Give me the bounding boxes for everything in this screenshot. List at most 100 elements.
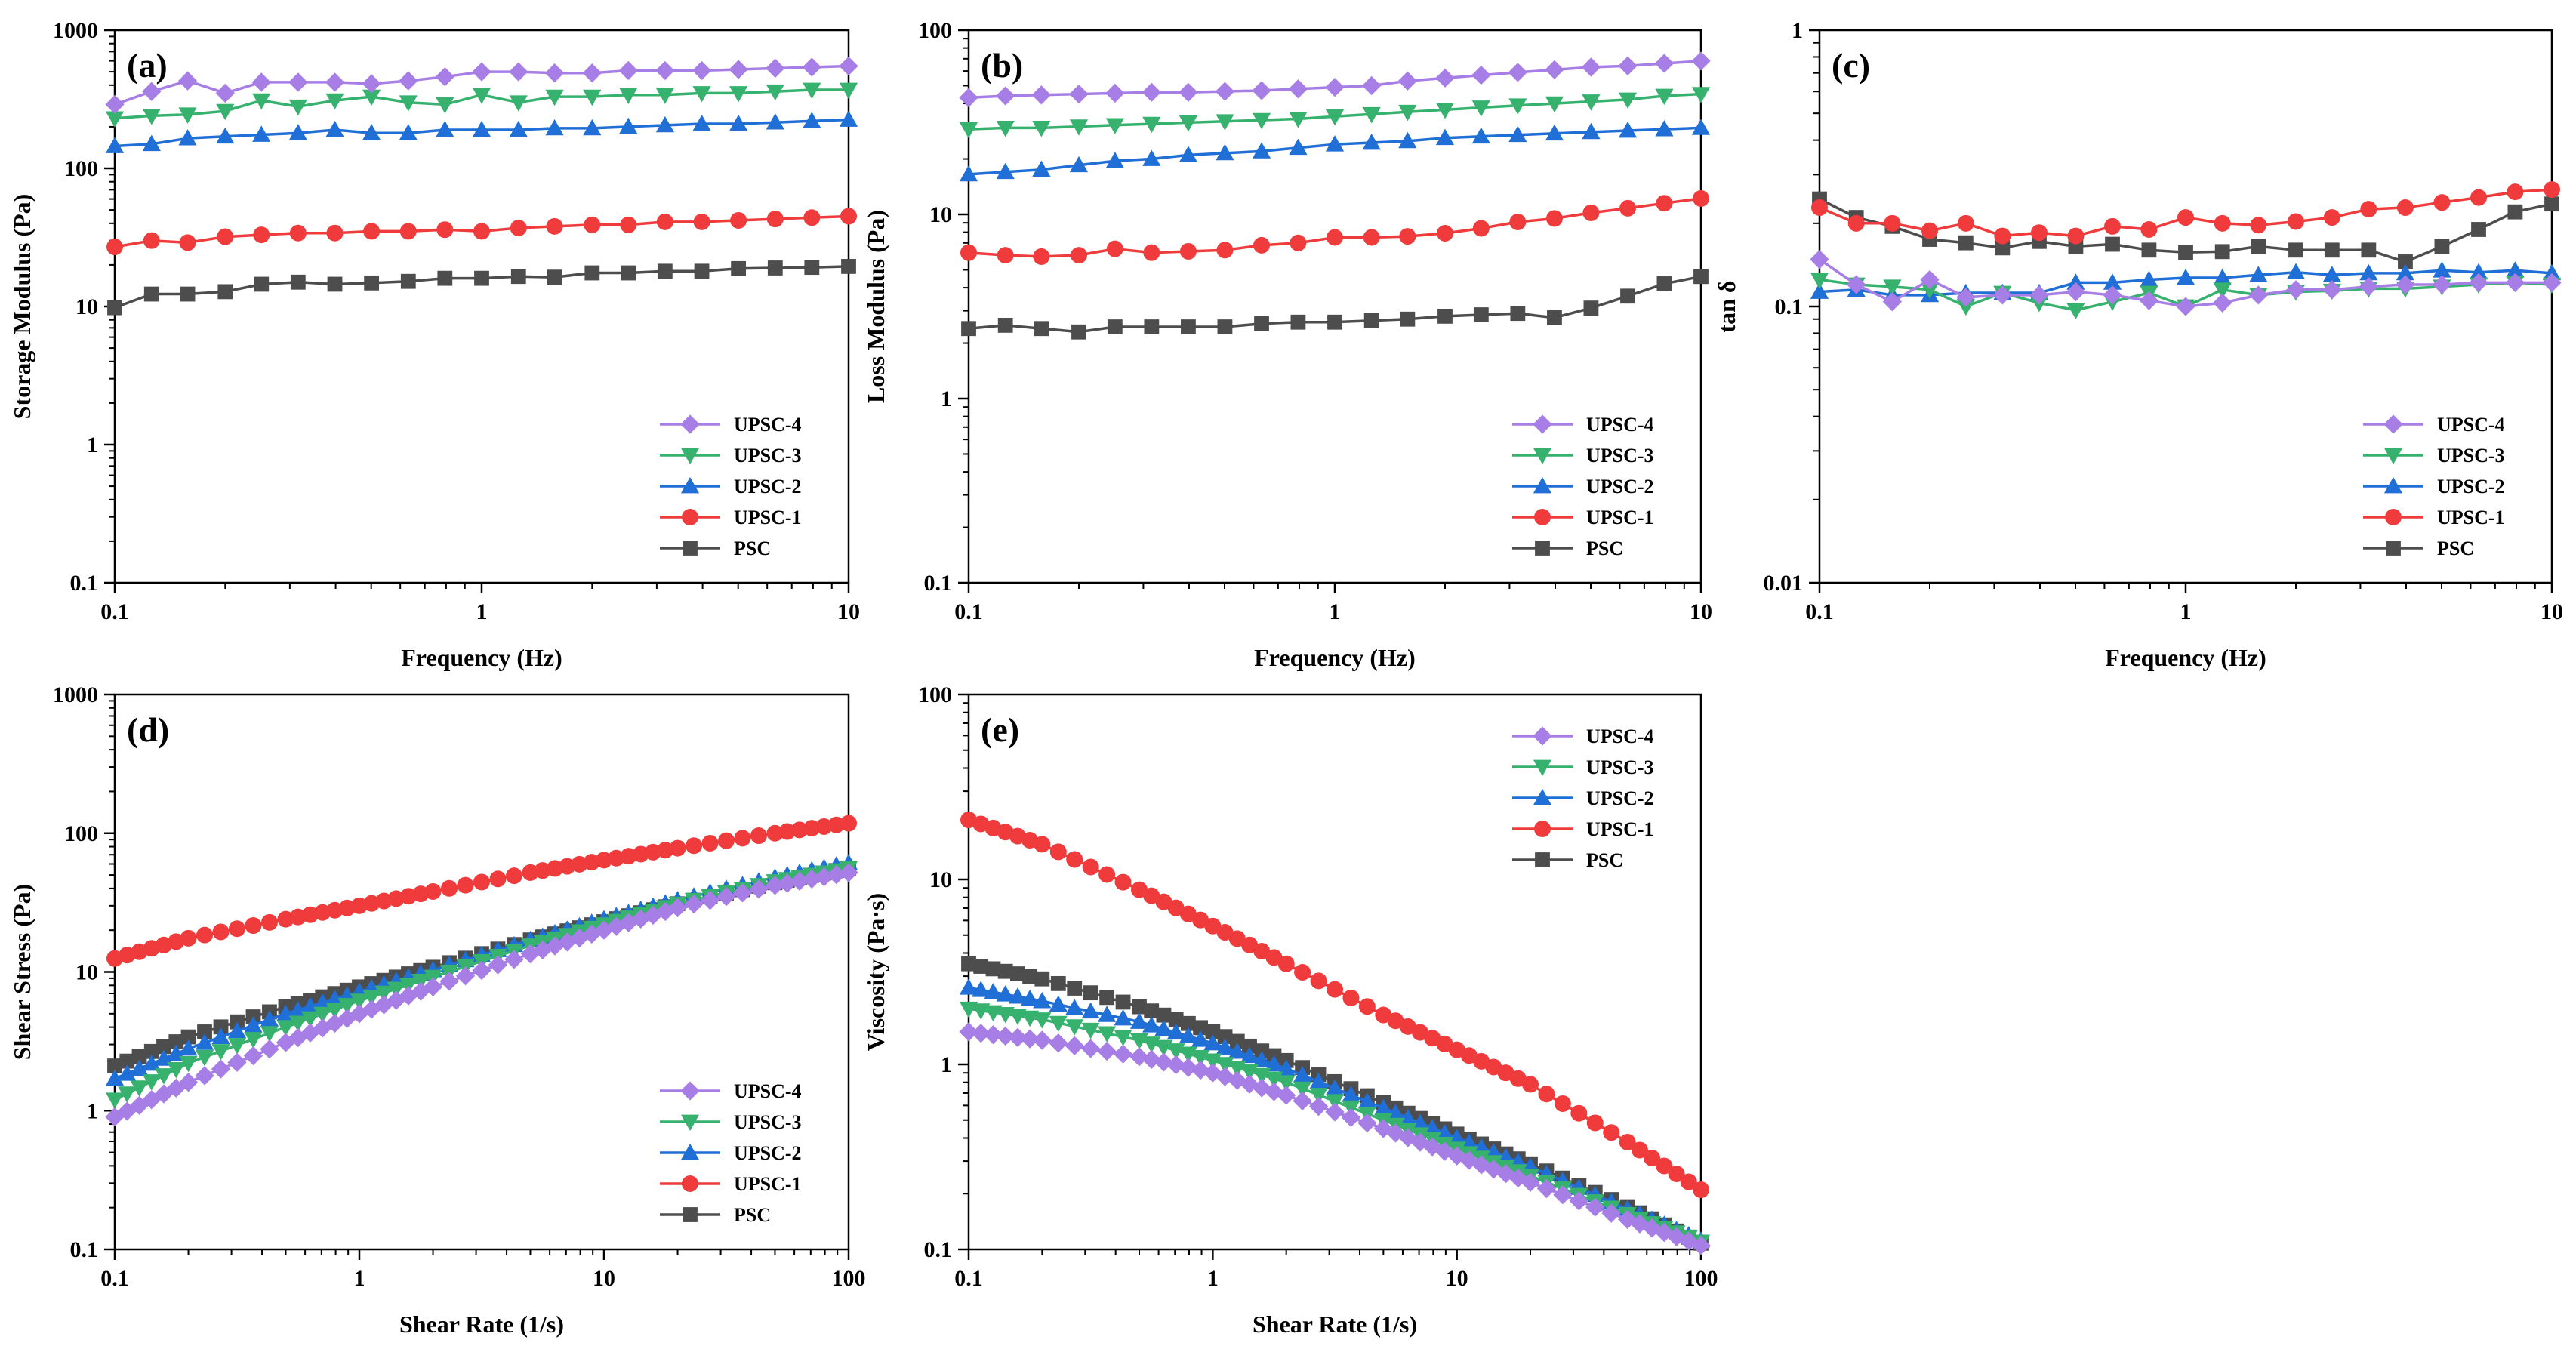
y-tick-label: 100: [64, 156, 98, 181]
data-point: [1601, 1203, 1621, 1223]
data-point: [767, 260, 783, 276]
data-point: [1144, 1003, 1160, 1019]
data-point: [520, 944, 541, 964]
data-point: [778, 823, 796, 840]
data-point: [437, 270, 453, 286]
data-point: [2433, 261, 2451, 278]
data-point: [667, 898, 688, 918]
data-point: [260, 1010, 279, 1027]
data-point: [473, 873, 490, 891]
data-point: [1398, 1109, 1417, 1126]
data-point: [1217, 319, 1233, 334]
data-point: [1098, 1026, 1117, 1043]
data-point: [2469, 273, 2488, 293]
data-point: [142, 82, 162, 101]
data-point: [197, 1024, 212, 1039]
data-point: [1105, 118, 1124, 134]
data-point: [1069, 119, 1089, 136]
data-point: [1693, 269, 1709, 285]
data-point: [620, 216, 637, 233]
legend-label: UPSC-4: [734, 414, 802, 436]
data-point: [1154, 1019, 1173, 1036]
data-point: [1252, 142, 1271, 159]
x-tick-label: 0.1: [954, 599, 983, 624]
data-point: [1357, 1113, 1377, 1133]
data-point: [1033, 248, 1050, 265]
data-point: [2396, 275, 2415, 294]
data-point: [1570, 1104, 1588, 1122]
legend-marker: [683, 1207, 698, 1222]
data-point: [180, 1029, 196, 1045]
data-point: [645, 843, 662, 861]
data-point: [107, 1058, 122, 1073]
data-point: [1107, 319, 1123, 334]
data-point: [618, 913, 639, 932]
data-point: [290, 274, 306, 290]
data-point: [1253, 236, 1271, 254]
data-point: [288, 72, 308, 92]
data-point: [1496, 1164, 1516, 1184]
data-point: [1034, 971, 1050, 987]
data-point: [2506, 261, 2525, 278]
data-point: [839, 110, 858, 127]
data-point: [2471, 222, 2486, 237]
data-point: [179, 1055, 198, 1073]
x-tick-label: 0.1: [954, 1266, 983, 1291]
data-point: [1510, 306, 1526, 322]
data-point: [827, 816, 845, 833]
data-point: [2542, 273, 2562, 293]
data-point: [2542, 263, 2562, 281]
x-tick-label: 0.1: [1805, 599, 1834, 624]
series-upsc-3: [959, 1001, 1711, 1251]
data-point: [584, 216, 601, 233]
data-point: [244, 1032, 263, 1049]
data-point: [1179, 146, 1198, 162]
data-point: [1254, 1043, 1270, 1059]
data-point: [621, 265, 636, 281]
data-point: [2286, 263, 2306, 280]
legend-marker: [1533, 448, 1552, 465]
data-point: [2396, 263, 2415, 281]
data-point: [1113, 1044, 1133, 1064]
data-point: [399, 71, 418, 91]
data-point: [1957, 214, 1974, 232]
x-axis-title: Frequency (Hz): [2105, 644, 2266, 671]
data-point: [1508, 63, 1527, 82]
data-point: [571, 855, 588, 873]
x-tick-label: 10: [593, 1266, 615, 1291]
y-tick-label: 100: [918, 18, 952, 43]
x-tick-label: 10: [2541, 599, 2563, 624]
data-point: [1114, 1009, 1132, 1026]
data-point: [1216, 1038, 1234, 1055]
data-point: [632, 845, 649, 863]
data-point: [300, 1023, 320, 1043]
data-point: [960, 244, 977, 261]
data-point: [195, 1066, 214, 1086]
data-point: [1229, 1033, 1245, 1049]
data-point: [441, 879, 458, 897]
legend-marker: [2383, 476, 2403, 494]
data-point: [1357, 1092, 1376, 1109]
data-point: [1582, 204, 1600, 221]
data-point: [2250, 217, 2267, 234]
legend-item-psc: PSC: [660, 537, 771, 559]
data-point: [350, 993, 369, 1010]
legend-label: UPSC-3: [1586, 756, 1654, 778]
data-point: [790, 821, 808, 839]
data-point: [505, 867, 522, 885]
y-tick-label: 0.1: [924, 1237, 953, 1262]
data-point: [694, 263, 710, 279]
data-point: [692, 60, 712, 81]
data-point: [1693, 1181, 1709, 1199]
data-point: [1155, 893, 1172, 910]
data-point: [1065, 1019, 1084, 1036]
data-point: [2248, 285, 2268, 305]
series-upsc-1: [960, 189, 1709, 265]
series-line: [968, 1030, 1702, 1247]
data-point: [1472, 1138, 1491, 1155]
data-point: [362, 89, 381, 106]
data-point: [435, 67, 454, 87]
data-point: [1642, 1218, 1662, 1238]
data-point: [749, 879, 769, 899]
